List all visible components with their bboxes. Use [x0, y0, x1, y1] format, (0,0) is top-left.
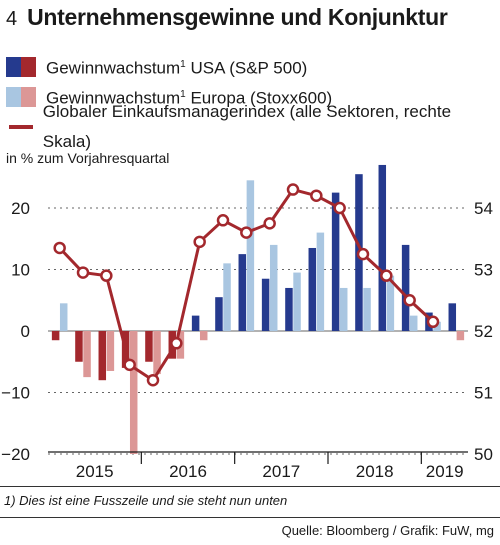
- pmi-point: [170, 337, 183, 350]
- swatch-pmi-line: [9, 125, 33, 129]
- source-credit: Quelle: Bloomberg / Grafik: FuW, mg: [281, 523, 494, 538]
- y-left-tick-label: −20: [1, 445, 30, 464]
- bar-europe: [293, 272, 301, 331]
- chart-header: 4 Unternehmensgewinne und Konjunktur: [6, 4, 448, 44]
- bar-usa: [75, 331, 83, 362]
- bar-usa: [331, 192, 340, 331]
- bar-europe: [386, 275, 395, 331]
- legend-item-europe: Gewinnwachstum1 Europa (Stoxx600): [6, 82, 500, 112]
- bar-europe: [83, 331, 91, 378]
- x-axis-year-label: 2019: [426, 462, 464, 481]
- legend-label-pmi: Globaler Einkaufsmanagerindex (alle Sekt…: [42, 102, 452, 151]
- bar-usa: [285, 287, 293, 331]
- pmi-point: [380, 269, 393, 282]
- legend-swatch-usa: [6, 57, 36, 77]
- bar-usa: [215, 297, 223, 331]
- bar-usa: [98, 331, 107, 381]
- pmi-point: [123, 358, 136, 372]
- bar-europe: [199, 331, 208, 341]
- pmi-point: [333, 201, 346, 215]
- pmi-point: [193, 235, 206, 249]
- bar-usa: [261, 278, 270, 331]
- pmi-point: [356, 247, 370, 261]
- y-left-tick-label: 10: [11, 261, 30, 280]
- bar-europe: [456, 331, 465, 341]
- y-left-tick-label: 0: [21, 322, 30, 341]
- legend-europe-rest: Europa (Stoxx600): [185, 88, 333, 108]
- legend-europe-text: Gewinnwachstum: [46, 88, 181, 108]
- bar-usa: [145, 331, 153, 362]
- bar-europe: [316, 232, 325, 331]
- pmi-point: [426, 315, 440, 329]
- source-divider: [0, 517, 500, 518]
- legend-usa-sup: 1: [180, 59, 186, 71]
- bar-europe: [106, 331, 115, 371]
- bar-europe: [409, 315, 418, 331]
- footnote-divider: [0, 486, 500, 487]
- bar-europe: [129, 331, 138, 454]
- bar-usa: [51, 331, 60, 341]
- pmi-point: [240, 226, 253, 239]
- swatch-usa-negative: [21, 57, 36, 77]
- bar-europe: [246, 180, 255, 331]
- x-axis-year-label: 2018: [356, 462, 394, 481]
- bar-usa: [448, 303, 457, 331]
- bar-europe: [223, 263, 231, 331]
- pmi-point: [100, 269, 113, 282]
- pmi-line: [58, 188, 435, 382]
- y-right-tick-label: 50: [474, 445, 493, 464]
- legend-item-usa: Gewinnwachstum1 USA (S&P 500): [6, 52, 500, 82]
- bar-europe: [339, 287, 348, 331]
- y-right-tick-label: 54: [474, 199, 493, 218]
- legend: Gewinnwachstum1 USA (S&P 500) Gewinnwach…: [6, 52, 500, 151]
- bar-usa: [378, 164, 387, 331]
- y-axis-unit-label: in % zum Vorjahresquartal: [6, 150, 170, 166]
- pmi-point: [76, 266, 90, 279]
- legend-label-usa: Gewinnwachstum1 USA (S&P 500): [46, 50, 307, 84]
- bar-usa: [401, 244, 410, 331]
- pmi-point: [263, 217, 276, 230]
- y-left-tick-label: 20: [11, 199, 30, 218]
- bar-europe: [363, 287, 371, 331]
- chart-title: Unternehmensgewinne und Konjunktur: [27, 4, 448, 30]
- y-right-tick-label: 51: [474, 384, 493, 403]
- pmi-point: [403, 294, 416, 307]
- legend-europe-sup: 1: [180, 89, 186, 101]
- pmi-point: [216, 214, 230, 227]
- figure-number: 4: [6, 8, 18, 30]
- pmi-point: [310, 189, 323, 202]
- legend-swatch-europe: [6, 87, 36, 107]
- bar-usa: [238, 254, 247, 331]
- pmi-point: [146, 373, 160, 387]
- swatch-usa-positive: [6, 57, 21, 77]
- x-axis-year-label: 2016: [169, 462, 207, 481]
- y-left-tick-label: −10: [1, 384, 30, 403]
- footnote: 1) Dies ist eine Fusszeile und sie steht…: [4, 493, 288, 508]
- legend-item-pmi: Globaler Einkaufsmanagerindex (alle Sekt…: [6, 102, 500, 151]
- x-axis-year-label: 2017: [262, 462, 300, 481]
- swatch-europe-positive: [6, 87, 21, 107]
- y-right-tick-label: 53: [474, 261, 493, 280]
- legend-usa-text: Gewinnwachstum: [46, 58, 181, 78]
- x-axis-year-label: 2015: [76, 462, 114, 481]
- legend-usa-rest: USA (S&P 500): [185, 58, 308, 78]
- pmi-point: [286, 183, 300, 196]
- swatch-europe-negative: [21, 87, 36, 107]
- legend-label-europe: Gewinnwachstum1 Europa (Stoxx600): [46, 80, 332, 114]
- y-right-tick-label: 52: [474, 322, 493, 341]
- bar-usa: [191, 315, 200, 331]
- bar-europe: [59, 303, 68, 331]
- bar-europe: [269, 244, 278, 331]
- pmi-point: [53, 241, 66, 255]
- bar-europe: [153, 331, 161, 375]
- bar-usa: [308, 247, 317, 331]
